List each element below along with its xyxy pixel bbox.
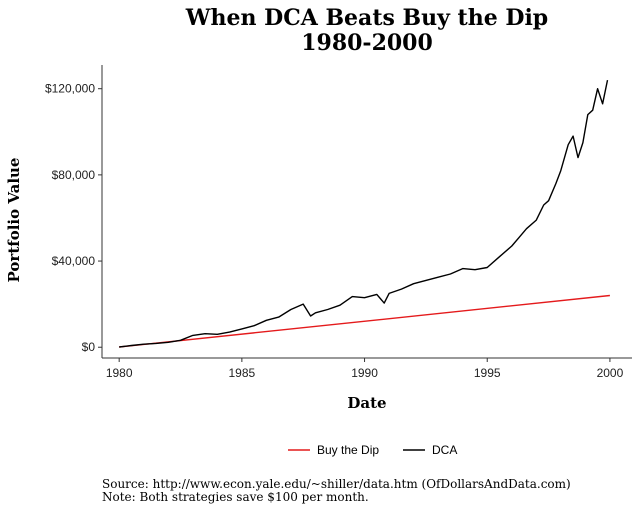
x-tick-label: 1990 (351, 366, 378, 380)
y-tick-label: $40,000 (52, 254, 96, 268)
y-tick-label: $0 (82, 340, 96, 354)
legend-label-dca: DCA (432, 443, 457, 457)
legend: Buy the Dip DCA (288, 443, 457, 457)
x-tick-label: 2000 (597, 366, 624, 380)
x-tick-label: 1980 (106, 366, 133, 380)
x-tick-label: 1985 (229, 366, 256, 380)
strategy-note: Note: Both strategies save $100 per mont… (102, 490, 369, 504)
y-tick-label: $120,000 (45, 82, 95, 96)
series-line-buy-the-dip (119, 294, 610, 348)
y-tick-label: $80,000 (52, 168, 96, 182)
x-axis: 1980 1985 1990 1995 2000 (102, 357, 632, 380)
series-layer (119, 79, 610, 348)
x-tick-label: 1995 (474, 366, 501, 380)
series-line-dca (119, 79, 609, 348)
x-axis-title: Date (347, 394, 386, 412)
chart-title: When DCA Beats Buy the Dip (185, 5, 548, 31)
y-axis-title: Portfolio Value (5, 158, 23, 283)
legend-label-buy-the-dip: Buy the Dip (317, 443, 379, 457)
y-axis: $0 $40,000 $80,000 $120,000 (45, 65, 103, 358)
chart-subtitle: 1980-2000 (301, 30, 433, 56)
source-note: Source: http://www.econ.yale.edu/~shille… (102, 477, 571, 491)
